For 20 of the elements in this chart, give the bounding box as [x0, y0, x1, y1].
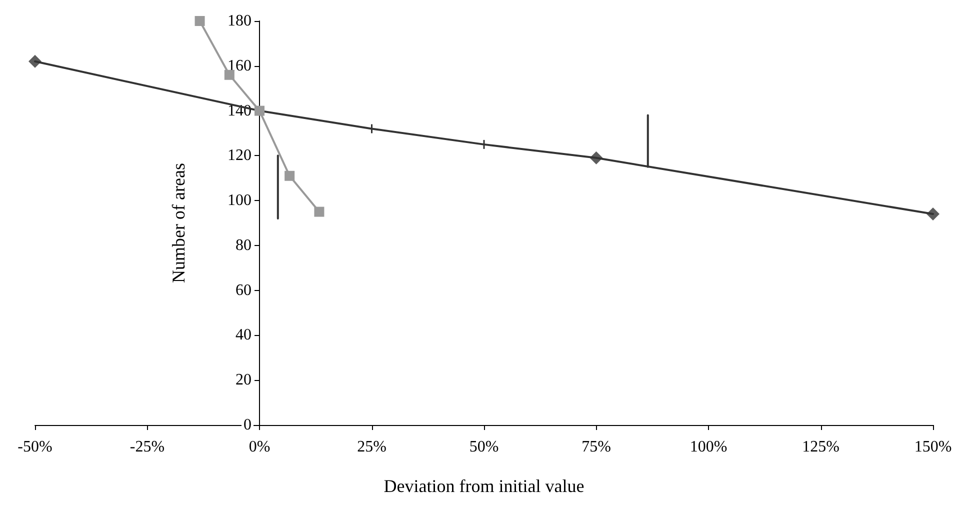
- x-tick-label: 125%: [802, 438, 840, 456]
- y-tick-label: 80: [236, 236, 252, 254]
- y-tick-label: 100: [228, 192, 252, 210]
- x-tick-label: 0%: [248, 438, 270, 456]
- x-tick-label: 150%: [914, 438, 952, 456]
- x-tick-label: -50%: [18, 438, 52, 456]
- y-tick-label: 20: [236, 372, 252, 389]
- x-tick-label: 100%: [690, 438, 728, 456]
- y-tick-label: 0: [244, 416, 252, 434]
- y-tick-label: 120: [228, 147, 252, 164]
- y-axis-title: Number of areas: [168, 163, 188, 283]
- x-tick-label: 75%: [582, 438, 611, 456]
- x-tick-label: -25%: [130, 438, 165, 456]
- x-tick-label: 50%: [469, 438, 499, 456]
- y-tick-label: 40: [236, 326, 252, 344]
- y-tick-label: 180: [228, 12, 252, 30]
- y-tick-label: 60: [236, 282, 252, 299]
- x-tick-label: 25%: [357, 438, 386, 456]
- x-axis-title: Deviation from initial value: [384, 476, 584, 496]
- y-tick-label: 160: [228, 57, 252, 74]
